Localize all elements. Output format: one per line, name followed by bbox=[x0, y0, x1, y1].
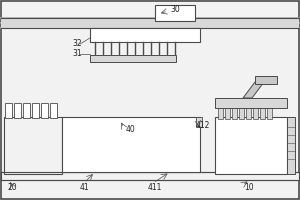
Bar bbox=[62, 117, 200, 172]
Text: 40: 40 bbox=[126, 126, 136, 134]
Text: 412: 412 bbox=[196, 120, 210, 130]
Bar bbox=[218, 107, 223, 119]
Text: 411: 411 bbox=[148, 182, 162, 192]
Bar bbox=[225, 107, 230, 119]
Text: 10: 10 bbox=[244, 184, 254, 192]
Text: 31: 31 bbox=[72, 49, 82, 58]
Bar bbox=[267, 107, 272, 119]
Bar bbox=[215, 117, 287, 174]
Bar bbox=[287, 117, 295, 174]
Bar bbox=[14, 103, 21, 118]
Bar bbox=[1, 172, 299, 180]
Text: 20: 20 bbox=[8, 184, 18, 192]
Bar bbox=[253, 107, 258, 119]
Bar bbox=[239, 107, 244, 119]
Bar bbox=[5, 103, 12, 118]
Bar bbox=[23, 103, 30, 118]
Bar bbox=[4, 117, 62, 174]
Bar bbox=[32, 103, 39, 118]
Bar bbox=[260, 107, 265, 119]
Bar bbox=[232, 107, 237, 119]
Bar bbox=[41, 103, 48, 118]
Text: 41: 41 bbox=[80, 182, 90, 192]
Bar bbox=[196, 117, 202, 127]
Bar bbox=[255, 76, 277, 84]
Bar bbox=[90, 55, 176, 62]
Bar bbox=[90, 28, 200, 42]
Bar bbox=[215, 98, 287, 108]
Bar bbox=[155, 5, 195, 21]
Polygon shape bbox=[243, 82, 264, 98]
Text: 30: 30 bbox=[170, 5, 180, 15]
Bar bbox=[50, 103, 57, 118]
Bar bbox=[1, 18, 299, 28]
Bar bbox=[246, 107, 251, 119]
Text: 32: 32 bbox=[72, 40, 82, 48]
